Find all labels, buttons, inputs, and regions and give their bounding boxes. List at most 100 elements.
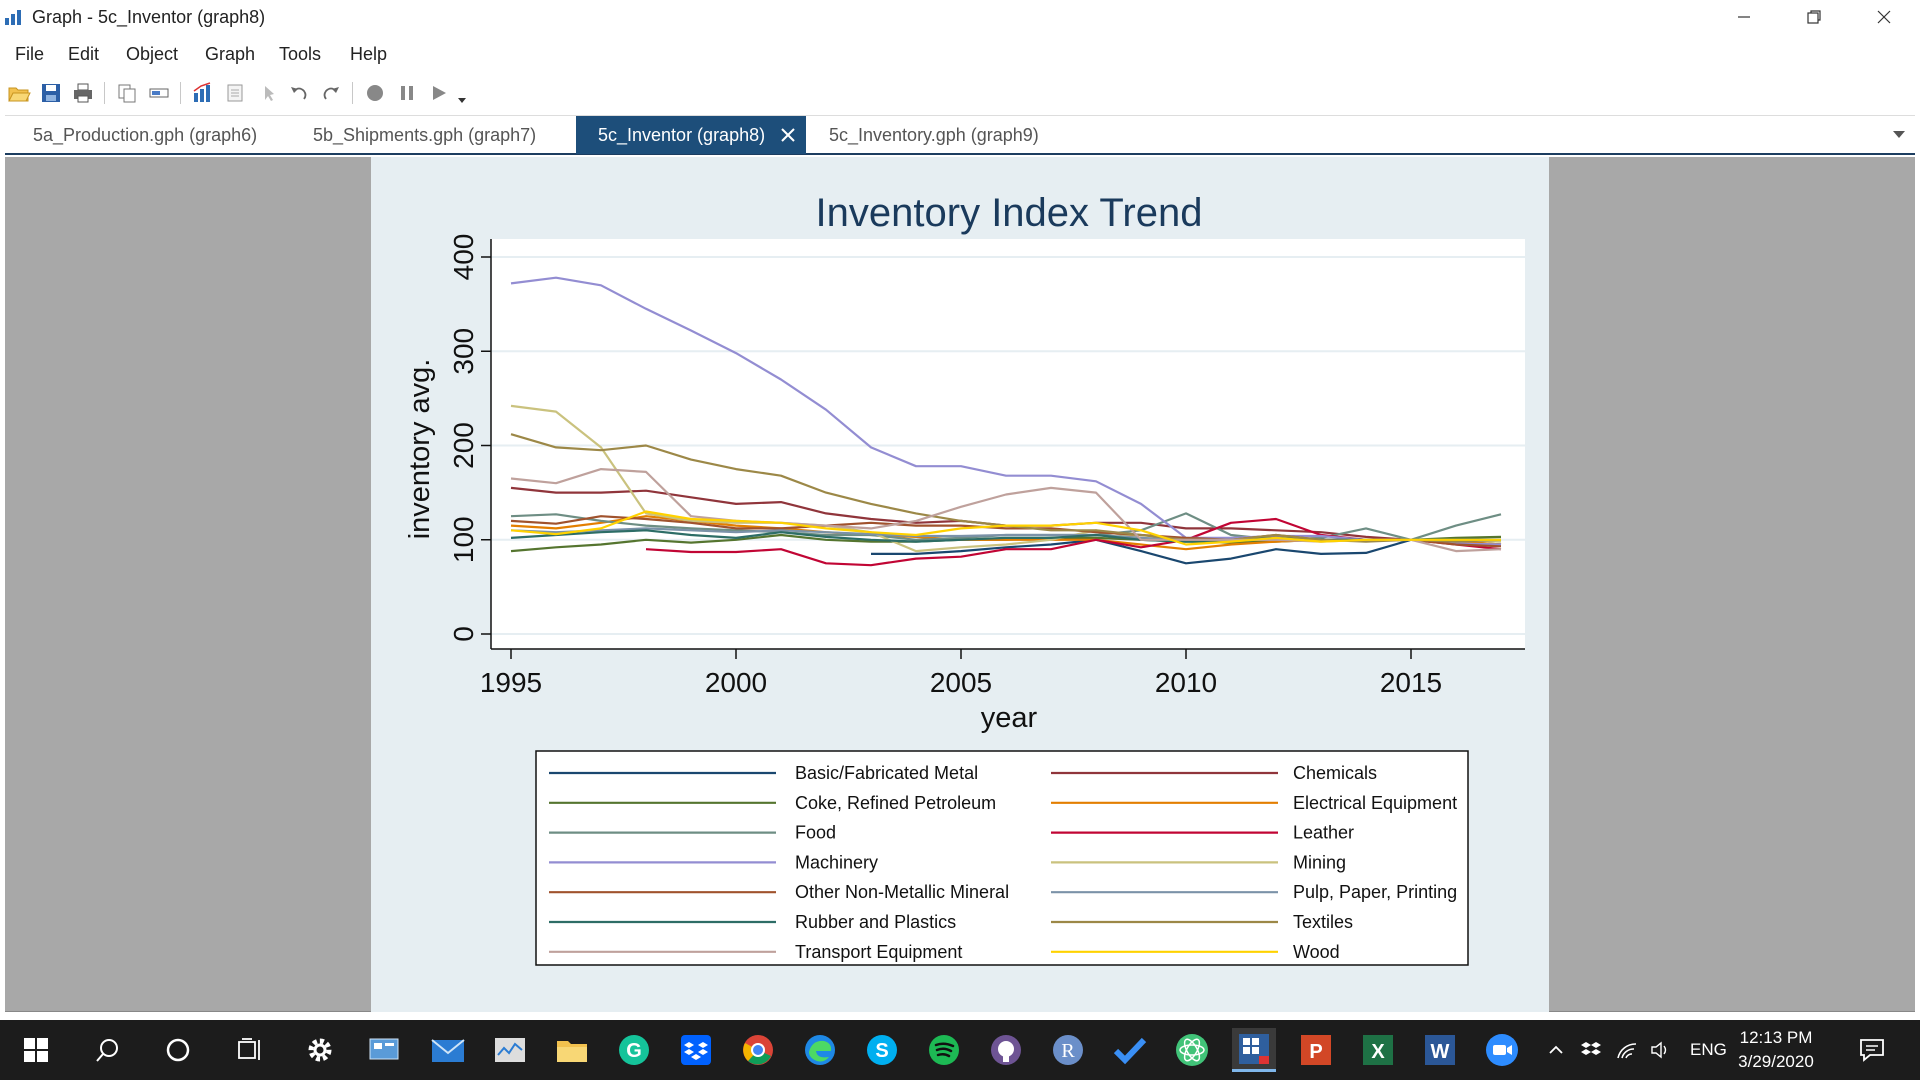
word-icon: W xyxy=(1425,1035,1455,1065)
series-line-7[interactable] xyxy=(510,276,1502,546)
dropbox-tray-icon[interactable] xyxy=(1580,1040,1602,1060)
legend-label: Chemicals xyxy=(1293,763,1377,783)
skype-app[interactable]: S xyxy=(860,1028,904,1072)
copy-button[interactable] xyxy=(112,78,142,108)
r-app[interactable]: R xyxy=(1046,1028,1090,1072)
settings-app[interactable] xyxy=(298,1028,342,1072)
excel-app[interactable]: X xyxy=(1356,1028,1400,1072)
record-button[interactable] xyxy=(360,78,390,108)
play-dropdown-button[interactable] xyxy=(452,78,472,108)
stata-app[interactable] xyxy=(1232,1028,1276,1072)
close-tab-icon[interactable] xyxy=(778,125,798,145)
excel-icon: X xyxy=(1363,1035,1393,1065)
rename-icon xyxy=(149,88,169,98)
graph-app-icon xyxy=(5,10,21,25)
legend-label: Rubber and Plastics xyxy=(795,912,956,932)
redo-button[interactable] xyxy=(316,78,346,108)
language-indicator[interactable]: ENG xyxy=(1690,1040,1727,1059)
print-button[interactable] xyxy=(68,78,98,108)
tab-5c-inventor[interactable]: 5c_Inventor (graph8) xyxy=(576,116,806,154)
x-tick-label: 2005 xyxy=(930,667,992,698)
series-line-14[interactable] xyxy=(510,510,1501,546)
grammarly-app[interactable]: G xyxy=(612,1028,656,1072)
menu-object[interactable]: Object xyxy=(126,44,179,64)
restore-icon xyxy=(1807,10,1821,24)
control-panel-app[interactable] xyxy=(362,1028,406,1072)
stata-icon xyxy=(1239,1033,1269,1064)
legend-label: Transport Equipment xyxy=(795,942,962,962)
close-icon xyxy=(1877,10,1891,24)
menu-tools[interactable]: Tools xyxy=(279,44,322,64)
github-app[interactable] xyxy=(984,1028,1028,1072)
menu-edit[interactable]: Edit xyxy=(68,44,100,64)
menu-file[interactable]: File xyxy=(15,44,45,64)
bar-chart-icon xyxy=(193,82,211,102)
pause-button[interactable] xyxy=(392,78,422,108)
menu-bar: File Edit Object Graph Tools Help xyxy=(0,40,1920,68)
save-button[interactable] xyxy=(36,78,66,108)
edge-app[interactable] xyxy=(798,1028,842,1072)
y-tick-label: 300 xyxy=(448,328,479,375)
wifi-icon[interactable] xyxy=(1616,1040,1638,1060)
axes: 0 100 200 300 400 1995 2000 2005 2010 2015 xyxy=(448,234,1525,698)
pause-icon xyxy=(401,86,413,100)
dropbox-icon xyxy=(681,1035,711,1065)
menu-help[interactable]: Help xyxy=(350,44,388,64)
svg-text:S: S xyxy=(875,1040,888,1062)
spotify-app[interactable] xyxy=(922,1028,966,1072)
list-icon xyxy=(227,84,243,102)
series-line-1[interactable] xyxy=(871,538,1502,565)
tab-5b-shipments[interactable]: 5b_Shipments.gph (graph7) xyxy=(289,116,574,154)
minimize-button[interactable] xyxy=(1710,0,1778,34)
chart-title: Inventory Index Trend xyxy=(816,191,1203,235)
todo-app[interactable] xyxy=(1108,1028,1152,1072)
undo-button[interactable] xyxy=(284,78,314,108)
dropbox-app[interactable] xyxy=(674,1028,718,1072)
rename-button[interactable] xyxy=(144,78,174,108)
series-lines xyxy=(510,276,1502,567)
legend-box xyxy=(535,750,1469,966)
search-button[interactable] xyxy=(86,1028,130,1072)
legend-label: Coke, Refined Petroleum xyxy=(795,793,996,813)
graph-canvas-area: 0 100 200 300 400 1995 2000 2005 2010 2015 Invent… xyxy=(5,157,1915,1012)
action-center-button[interactable] xyxy=(1850,1028,1894,1072)
chevron-up-icon[interactable] xyxy=(1546,1040,1566,1060)
y-tick-label: 100 xyxy=(448,516,479,563)
volume-icon[interactable] xyxy=(1650,1040,1672,1060)
cortana-button[interactable] xyxy=(156,1028,200,1072)
powerpoint-app[interactable]: P xyxy=(1294,1028,1338,1072)
zoom-app[interactable] xyxy=(1480,1028,1524,1072)
object-browser-button[interactable] xyxy=(220,78,250,108)
tab-list-dropdown-icon[interactable] xyxy=(1891,128,1907,140)
mail-app[interactable] xyxy=(426,1028,470,1072)
clock[interactable]: 12:13 PM 3/29/2020 xyxy=(1716,1026,1836,1074)
legend-label: Textiles xyxy=(1293,912,1353,932)
start-button[interactable] xyxy=(14,1028,58,1072)
tab-5a-production[interactable]: 5a_Production.gph (graph6) xyxy=(9,116,289,154)
x-tick-label: 2015 xyxy=(1380,667,1442,698)
copy-icon xyxy=(118,84,136,103)
open-button[interactable] xyxy=(4,78,34,108)
file-explorer-app[interactable] xyxy=(550,1028,594,1072)
pointer-tool-button[interactable] xyxy=(252,78,282,108)
task-manager-app[interactable] xyxy=(488,1028,532,1072)
word-app[interactable]: W xyxy=(1418,1028,1462,1072)
x-tick-label: 2010 xyxy=(1155,667,1217,698)
atom-app[interactable] xyxy=(1170,1028,1214,1072)
menu-graph[interactable]: Graph xyxy=(205,44,256,64)
task-view-button[interactable] xyxy=(228,1028,272,1072)
r-icon: R xyxy=(1053,1035,1083,1065)
play-button[interactable] xyxy=(424,78,454,108)
close-button[interactable] xyxy=(1850,0,1918,34)
graph-editor-button[interactable] xyxy=(188,78,218,108)
tab-label: 5c_Inventor (graph8) xyxy=(598,124,766,145)
zoom-icon xyxy=(1486,1034,1518,1066)
mail-icon xyxy=(431,1039,465,1062)
chrome-app[interactable] xyxy=(736,1028,780,1072)
restore-button[interactable] xyxy=(1780,0,1848,34)
legend-label: Basic/Fabricated Metal xyxy=(795,763,978,783)
tab-5c-inventory[interactable]: 5c_Inventory.gph (graph9) xyxy=(805,116,1105,154)
pointer-icon xyxy=(265,86,274,101)
inventory-line-chart[interactable]: 0 100 200 300 400 1995 2000 2005 2010 2015 Invent… xyxy=(371,157,1549,1012)
plot-region xyxy=(491,239,1525,649)
